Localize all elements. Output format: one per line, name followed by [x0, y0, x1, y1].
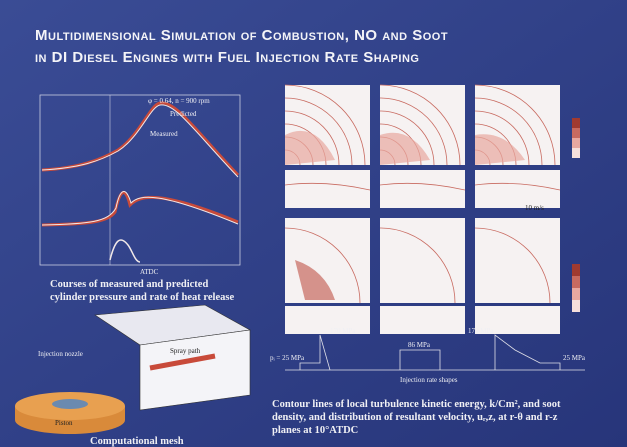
bowl [52, 399, 88, 409]
colorbar [572, 288, 580, 300]
caption: Computational mesh [90, 436, 184, 447]
colorbar [572, 118, 580, 128]
panel [380, 170, 465, 208]
title-line: Multidimensional Simulation of Combustio… [35, 27, 448, 44]
label: Injection nozzle [38, 350, 83, 358]
pressure-label: 170 MPa [468, 327, 494, 335]
condition: φ = 0.64, n = 900 rpm [148, 97, 210, 105]
colorbar [572, 264, 580, 276]
label: Spray path [170, 347, 201, 355]
caption: Courses of measured and predicted [50, 279, 208, 290]
colorbar [572, 128, 580, 138]
legend-entry: Measured [150, 130, 178, 138]
colorbar [572, 300, 580, 312]
poster: Multidimensional Simulation of Combustio… [0, 0, 627, 447]
pressure-label: 86 MPa [408, 341, 431, 349]
panel [380, 306, 465, 334]
velocity-scale: 10 m/s [525, 204, 544, 212]
caption: Contour lines of local turbulence kineti… [272, 399, 561, 410]
axis-label: Injection rate shapes [400, 376, 458, 384]
colorbar [572, 276, 580, 288]
caption: cylinder pressure and rate of heat relea… [50, 292, 234, 303]
panel [285, 170, 370, 208]
colorbar [572, 148, 580, 158]
title-line: in DI Diesel Engines with Fuel Injection… [35, 49, 420, 66]
panel [380, 218, 465, 303]
panel [475, 170, 560, 208]
x-label: ATDC [140, 268, 159, 276]
pressure-label: 25 MPa [563, 354, 586, 362]
panel [285, 306, 370, 334]
colorbar [572, 138, 580, 148]
pressure-label: 170 MPa [330, 327, 356, 335]
panel [475, 218, 560, 303]
caption: density, and distribution of resultant v… [272, 412, 558, 423]
caption: planes at 10°ATDC [272, 425, 358, 436]
label: Piston [55, 419, 73, 427]
pressure-label: pᵢ = 25 MPa [270, 354, 305, 362]
legend-entry: Predicted [170, 110, 197, 118]
